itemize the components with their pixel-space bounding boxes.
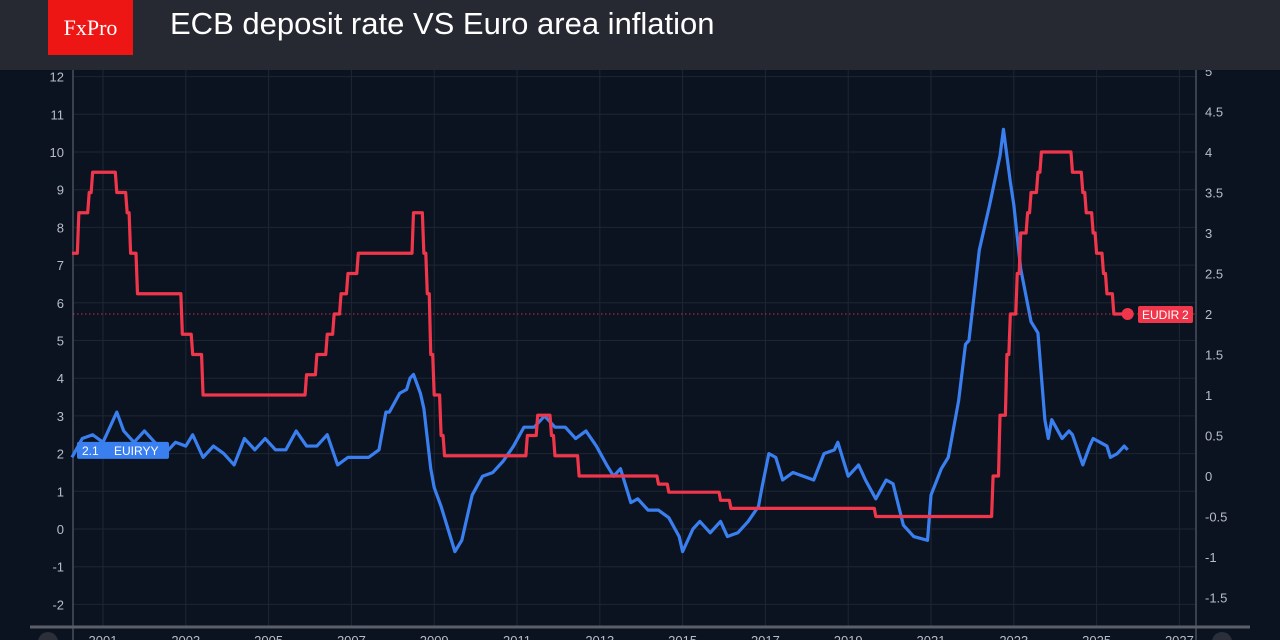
left-tick-label: 0 bbox=[57, 522, 64, 537]
x-tick-label: 2021 bbox=[917, 633, 946, 640]
header-bar: FxPro ECB deposit rate VS Euro area infl… bbox=[0, 0, 1280, 70]
left-tick-label: 8 bbox=[57, 220, 64, 235]
scroll-right-button bbox=[1212, 632, 1232, 640]
right-tick-label: -1 bbox=[1205, 550, 1217, 565]
right-tick-label: 1 bbox=[1205, 388, 1212, 403]
right-tick-label: 0 bbox=[1205, 469, 1212, 484]
left-tick-label: 7 bbox=[57, 258, 64, 273]
left-tick-label: 5 bbox=[57, 334, 64, 349]
x-tick-label: 2019 bbox=[834, 633, 863, 640]
grid-lines bbox=[0, 70, 1280, 640]
euiryy-label-bg bbox=[77, 441, 169, 459]
series-name-label: EUIRYY bbox=[114, 444, 158, 458]
x-tick-label: 2017 bbox=[751, 633, 780, 640]
series-line-euiryy bbox=[70, 127, 1129, 554]
x-tick-label: 2001 bbox=[89, 633, 118, 640]
right-tick-label: -0.5 bbox=[1205, 510, 1227, 525]
left-tick-label: 6 bbox=[57, 296, 64, 311]
last-value-label: 2 bbox=[1182, 308, 1189, 322]
right-tick-label: 3 bbox=[1205, 226, 1212, 241]
right-tick-label: 4.5 bbox=[1205, 105, 1223, 120]
left-tick-label: 9 bbox=[57, 183, 64, 198]
right-tick-label: 2.5 bbox=[1205, 267, 1223, 282]
right-tick-label: 0.5 bbox=[1205, 429, 1223, 444]
left-tick-label: 2 bbox=[57, 447, 64, 462]
left-tick-label: -2 bbox=[52, 597, 64, 612]
last-value-label: 2.1 bbox=[82, 444, 99, 458]
right-tick-label: 1.5 bbox=[1205, 348, 1223, 363]
series-lines bbox=[70, 127, 1196, 554]
x-tick-label: 2023 bbox=[999, 633, 1028, 640]
right-tick-label: -1.5 bbox=[1205, 591, 1227, 606]
x-tick-label: 2027 bbox=[1165, 633, 1194, 640]
x-tick-label: 2011 bbox=[503, 633, 531, 640]
scroll-left-button bbox=[38, 632, 58, 640]
right-tick-label: 4 bbox=[1205, 145, 1212, 160]
x-tick-label: 2025 bbox=[1082, 633, 1111, 640]
eudir-label-bg bbox=[1138, 306, 1193, 323]
last-value-dot bbox=[1121, 308, 1134, 320]
left-tick-label: 4 bbox=[57, 371, 64, 386]
right-tick-label: 5 bbox=[1205, 70, 1212, 79]
chart-plot: 1211109876543210-1-254.543.532.521.510.5… bbox=[0, 70, 1280, 640]
x-tick-label: 2015 bbox=[668, 633, 697, 640]
right-tick-label: 2 bbox=[1205, 307, 1212, 322]
chart-title: ECB deposit rate VS Euro area inflation bbox=[170, 6, 715, 41]
series-labels: 2.1 EUIRYY EUDIR 2 bbox=[77, 306, 1193, 459]
axes: 1211109876543210-1-254.543.532.521.510.5… bbox=[30, 70, 1250, 640]
series-line-eudir bbox=[71, 150, 1128, 519]
left-tick-label: 1 bbox=[57, 484, 64, 499]
x-tick-label: 2005 bbox=[254, 633, 283, 640]
left-tick-label: -1 bbox=[52, 560, 64, 575]
x-tick-label: 2003 bbox=[171, 633, 200, 640]
left-tick-label: 10 bbox=[50, 145, 64, 160]
x-tick-label: 2009 bbox=[420, 633, 449, 640]
left-tick-label: 11 bbox=[51, 107, 65, 122]
x-tick-label: 2013 bbox=[585, 633, 614, 640]
fxpro-logo: FxPro bbox=[48, 0, 133, 55]
left-tick-label: 12 bbox=[50, 70, 64, 85]
right-tick-label: 3.5 bbox=[1205, 186, 1223, 201]
series-name-label: EUDIR bbox=[1142, 308, 1180, 322]
x-tick-label: 2007 bbox=[337, 633, 366, 640]
left-tick-label: 3 bbox=[57, 409, 64, 424]
plot-background bbox=[0, 70, 1280, 640]
